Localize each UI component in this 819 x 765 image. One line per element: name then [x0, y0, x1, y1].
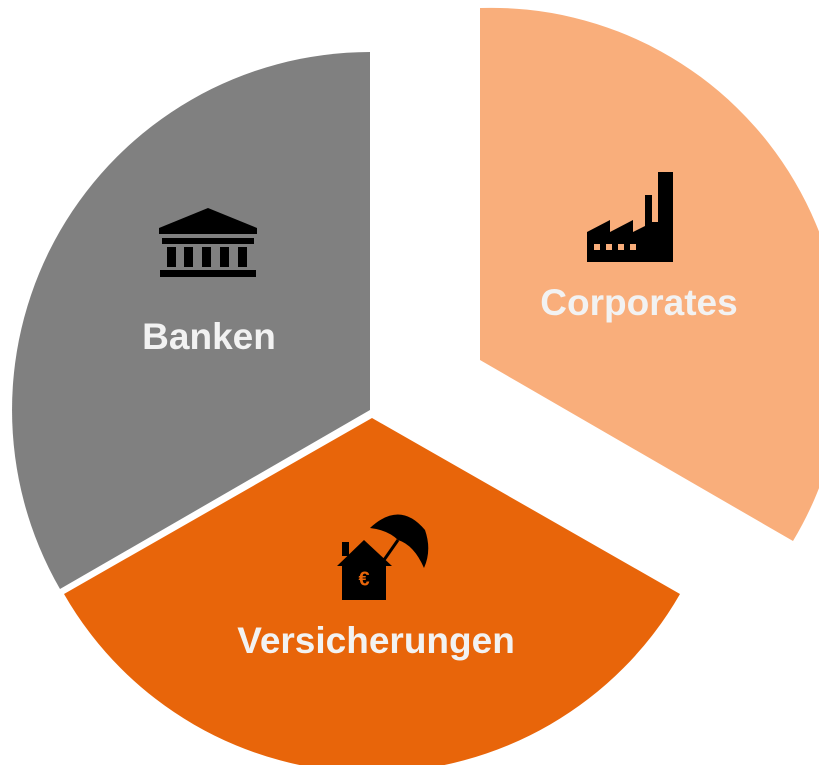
- label-banken: Banken: [142, 316, 276, 357]
- segment-banken: [12, 52, 370, 589]
- label-corporates: Corporates: [540, 282, 737, 323]
- label-versicherungen: Versicherungen: [237, 620, 515, 661]
- insurance-icon: €: [337, 514, 429, 600]
- svg-text:€: €: [358, 568, 369, 590]
- bank-icon: [159, 208, 257, 277]
- segment-corporates: [480, 7, 819, 541]
- factory-icon: [587, 172, 673, 262]
